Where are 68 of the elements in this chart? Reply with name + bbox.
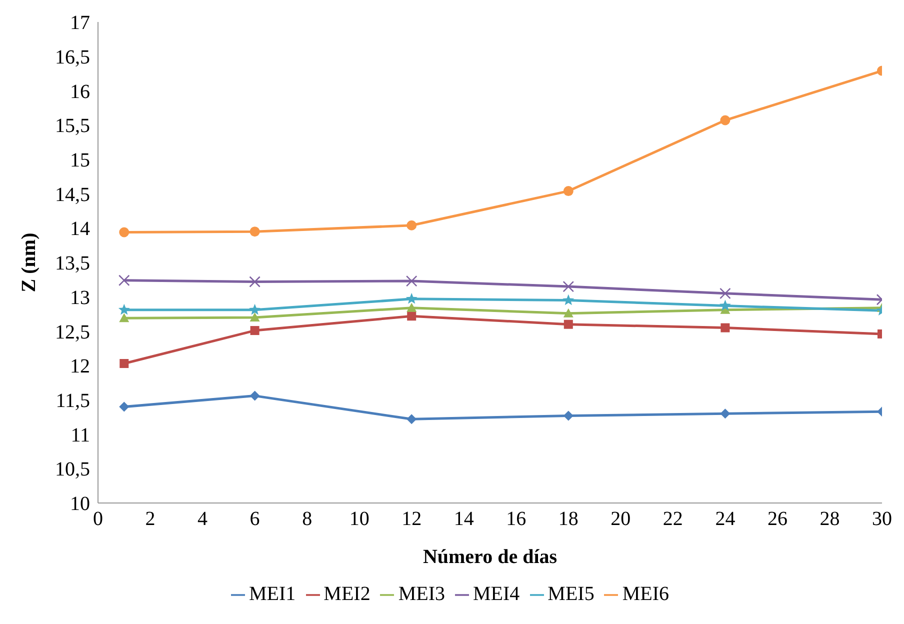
point — [118, 304, 130, 315]
legend-label: MEI5 — [548, 583, 594, 605]
point — [562, 280, 574, 292]
point — [249, 276, 260, 288]
point — [249, 304, 261, 315]
x-tick-label: 6 — [250, 508, 260, 530]
x-tick-label: 30 — [872, 508, 892, 530]
point — [250, 312, 260, 322]
point — [119, 402, 130, 412]
point — [119, 227, 130, 238]
point — [720, 323, 730, 332]
x-tick-label: 16 — [506, 508, 526, 530]
point — [406, 275, 418, 287]
x-tick-label: 14 — [454, 508, 474, 530]
point — [563, 308, 574, 318]
point — [564, 320, 573, 329]
x-tick-label: 24 — [715, 508, 736, 530]
point — [563, 186, 574, 196]
point — [720, 288, 731, 300]
legend-label: MEI1 — [248, 583, 296, 605]
y-tick-label: 10 — [70, 493, 90, 516]
point — [407, 312, 416, 321]
x-tick-label: 10 — [349, 508, 370, 530]
x-tick-label: 4 — [198, 508, 208, 530]
x-tick-label: 20 — [610, 508, 631, 530]
point — [720, 115, 730, 126]
point — [720, 408, 730, 419]
y-tick-label: 12 — [70, 356, 90, 378]
legend-label: MEI2 — [324, 583, 370, 605]
y-tick-label: 11 — [70, 424, 90, 446]
x-axis-title: Número de días — [422, 546, 558, 568]
y-tick-label: 16 — [70, 80, 90, 103]
y-tick-label: 14,5 — [55, 184, 90, 206]
y-axis-title: Z (nm) — [18, 232, 40, 292]
legend-label: MEI4 — [473, 583, 520, 605]
y-tick-label: 12,5 — [55, 321, 90, 344]
point — [562, 294, 574, 306]
point — [406, 302, 417, 312]
y-tick-label: 17 — [70, 12, 90, 34]
x-tick-label: 2 — [145, 508, 156, 530]
y-tick-label: 13 — [70, 286, 90, 309]
point — [406, 292, 418, 304]
y-tick-label: 14 — [70, 218, 90, 240]
x-tick-label: 22 — [662, 508, 683, 530]
x-tick-label: 18 — [558, 508, 578, 530]
x-tick-label: 0 — [93, 508, 103, 530]
y-tick-label: 11,5 — [56, 390, 90, 412]
point — [563, 410, 574, 421]
y-tick-label: 16,5 — [55, 46, 90, 68]
x-tick-label: 26 — [767, 508, 788, 530]
y-tick-label: 15 — [70, 150, 90, 172]
y-tick-label: 10,5 — [55, 458, 90, 481]
y-tick-label: 15,5 — [55, 115, 90, 138]
legend-label: MEI6 — [622, 583, 670, 605]
point — [118, 274, 130, 286]
x-tick-label: 12 — [402, 508, 422, 530]
point — [406, 414, 417, 424]
point — [250, 390, 260, 401]
point — [119, 313, 130, 322]
point — [250, 226, 260, 237]
point — [120, 359, 129, 368]
point — [406, 220, 417, 230]
point — [250, 326, 260, 336]
legend-label: MEI3 — [398, 583, 445, 605]
x-tick-label: 28 — [820, 508, 840, 530]
x-tick-label: 8 — [302, 508, 312, 530]
point — [719, 300, 731, 311]
y-tick-label: 13,5 — [55, 252, 90, 275]
